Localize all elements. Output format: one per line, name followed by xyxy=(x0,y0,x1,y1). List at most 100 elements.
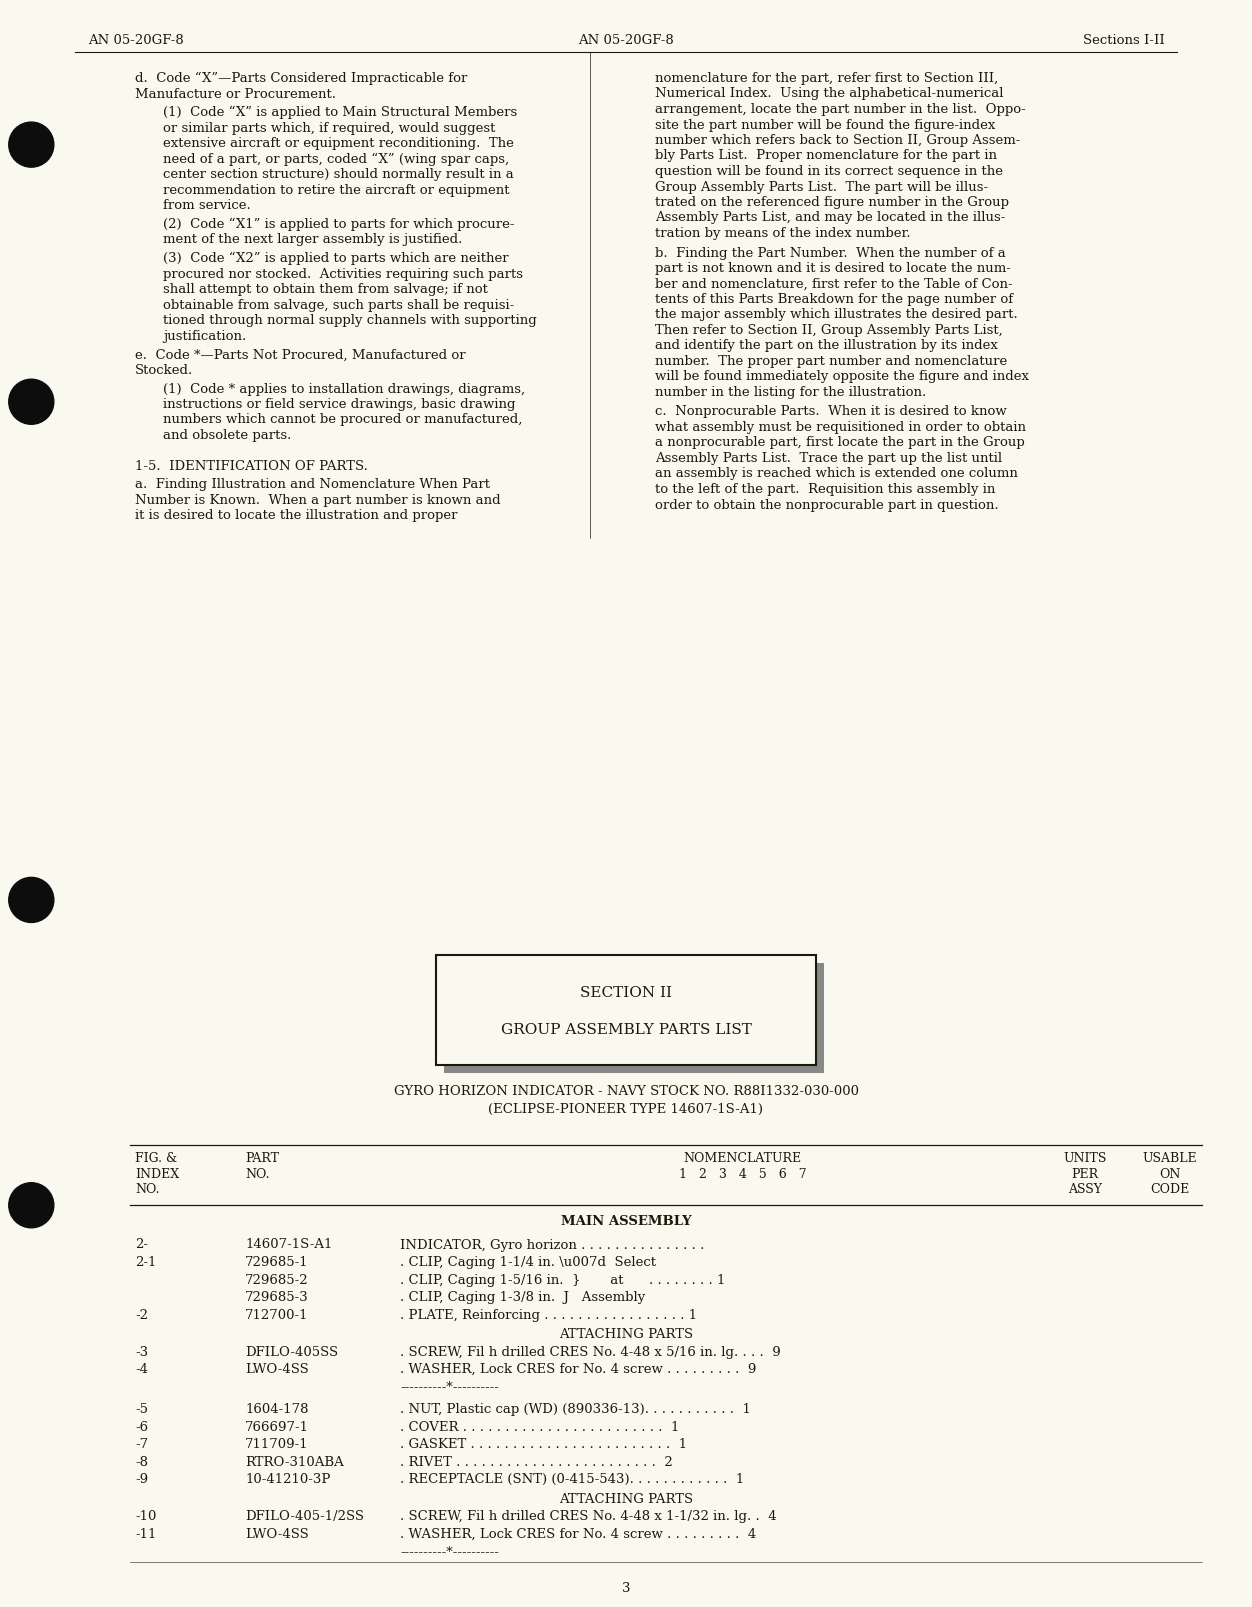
Text: ATTACHING PARTS: ATTACHING PARTS xyxy=(558,1327,694,1340)
Text: . COVER . . . . . . . . . . . . . . . . . . . . . . . .  1: . COVER . . . . . . . . . . . . . . . . … xyxy=(399,1421,680,1433)
Text: ON: ON xyxy=(1159,1168,1181,1181)
Circle shape xyxy=(9,379,54,424)
Text: (1)  Code “X” is applied to Main Structural Members: (1) Code “X” is applied to Main Structur… xyxy=(163,106,517,119)
Text: NO.: NO. xyxy=(245,1168,269,1181)
Text: -11: -11 xyxy=(135,1528,156,1541)
Text: . WASHER, Lock CRES for No. 4 screw . . . . . . . . .  9: . WASHER, Lock CRES for No. 4 screw . . … xyxy=(399,1363,756,1376)
Text: -8: -8 xyxy=(135,1456,148,1469)
Text: . CLIP, Caging 1-3/8 in.  J   Assembly: . CLIP, Caging 1-3/8 in. J Assembly xyxy=(399,1290,645,1303)
Text: numbers which cannot be procured or manufactured,: numbers which cannot be procured or manu… xyxy=(163,413,522,426)
Circle shape xyxy=(9,1183,54,1228)
Text: USABLE: USABLE xyxy=(1143,1152,1197,1165)
Text: tration by means of the index number.: tration by means of the index number. xyxy=(655,227,910,239)
Text: obtainable from salvage, such parts shall be requisi-: obtainable from salvage, such parts shal… xyxy=(163,299,515,312)
Text: . GASKET . . . . . . . . . . . . . . . . . . . . . . . .  1: . GASKET . . . . . . . . . . . . . . . .… xyxy=(399,1438,687,1451)
Text: NO.: NO. xyxy=(135,1183,159,1196)
Text: shall attempt to obtain them from salvage; if not: shall attempt to obtain them from salvag… xyxy=(163,283,488,296)
Text: and obsolete parts.: and obsolete parts. xyxy=(163,429,292,442)
Text: an assembly is reached which is extended one column: an assembly is reached which is extended… xyxy=(655,468,1018,480)
Text: the major assembly which illustrates the desired part.: the major assembly which illustrates the… xyxy=(655,309,1018,321)
Text: arrangement, locate the part number in the list.  Oppo-: arrangement, locate the part number in t… xyxy=(655,103,1025,116)
Text: bly Parts List.  Proper nomenclature for the part in: bly Parts List. Proper nomenclature for … xyxy=(655,149,997,162)
Text: ATTACHING PARTS: ATTACHING PARTS xyxy=(558,1493,694,1506)
Text: 10-41210-3P: 10-41210-3P xyxy=(245,1474,331,1486)
Text: number.  The proper part number and nomenclature: number. The proper part number and nomen… xyxy=(655,355,1008,368)
Bar xyxy=(444,963,824,1073)
Text: (ECLIPSE-PIONEER TYPE 14607-1S-A1): (ECLIPSE-PIONEER TYPE 14607-1S-A1) xyxy=(488,1102,764,1115)
Text: 14607-1S-A1: 14607-1S-A1 xyxy=(245,1239,332,1252)
Text: Number is Known.  When a part number is known and: Number is Known. When a part number is k… xyxy=(135,493,501,506)
Text: order to obtain the nonprocurable part in question.: order to obtain the nonprocurable part i… xyxy=(655,498,999,511)
Text: . NUT, Plastic cap (WD) (890336-13). . . . . . . . . . .  1: . NUT, Plastic cap (WD) (890336-13). . .… xyxy=(399,1403,751,1416)
Text: Assembly Parts List.  Trace the part up the list until: Assembly Parts List. Trace the part up t… xyxy=(655,452,1002,464)
Text: number in the listing for the illustration.: number in the listing for the illustrati… xyxy=(655,386,926,399)
Text: Numerical Index.  Using the alphabetical-numerical: Numerical Index. Using the alphabetical-… xyxy=(655,87,1004,101)
Text: extensive aircraft or equipment reconditioning.  The: extensive aircraft or equipment recondit… xyxy=(163,137,513,149)
Text: -3: -3 xyxy=(135,1345,148,1358)
Text: 729685-1: 729685-1 xyxy=(245,1257,309,1270)
Text: it is desired to locate the illustration and proper: it is desired to locate the illustration… xyxy=(135,509,457,522)
Text: recommendation to retire the aircraft or equipment: recommendation to retire the aircraft or… xyxy=(163,183,510,196)
Text: PART: PART xyxy=(245,1152,279,1165)
Text: a nonprocurable part, first locate the part in the Group: a nonprocurable part, first locate the p… xyxy=(655,437,1024,450)
Text: instructions or field service drawings, basic drawing: instructions or field service drawings, … xyxy=(163,399,516,411)
Text: number which refers back to Section II, Group Assem-: number which refers back to Section II, … xyxy=(655,133,1020,146)
Text: what assembly must be requisitioned in order to obtain: what assembly must be requisitioned in o… xyxy=(655,421,1025,434)
Text: 711709-1: 711709-1 xyxy=(245,1438,309,1451)
Text: DFILO-405-1/2SS: DFILO-405-1/2SS xyxy=(245,1511,364,1523)
Text: a.  Finding Illustration and Nomenclature When Part: a. Finding Illustration and Nomenclature… xyxy=(135,479,490,492)
Text: ber and nomenclature, first refer to the Table of Con-: ber and nomenclature, first refer to the… xyxy=(655,278,1013,291)
Text: . PLATE, Reinforcing . . . . . . . . . . . . . . . . . 1: . PLATE, Reinforcing . . . . . . . . . .… xyxy=(399,1308,697,1321)
Text: d.  Code “X”—Parts Considered Impracticable for: d. Code “X”—Parts Considered Impracticab… xyxy=(135,72,467,85)
Text: ----------*----------: ----------*---------- xyxy=(399,1380,500,1393)
Bar xyxy=(436,955,816,1065)
Text: (1)  Code * applies to installation drawings, diagrams,: (1) Code * applies to installation drawi… xyxy=(163,382,525,395)
Text: Manufacture or Procurement.: Manufacture or Procurement. xyxy=(135,87,336,101)
Text: 729685-3: 729685-3 xyxy=(245,1290,309,1303)
Text: Assembly Parts List, and may be located in the illus-: Assembly Parts List, and may be located … xyxy=(655,212,1005,225)
Text: . CLIP, Caging 1-1/4 in. \u007d  Select: . CLIP, Caging 1-1/4 in. \u007d Select xyxy=(399,1257,656,1270)
Text: or similar parts which, if required, would suggest: or similar parts which, if required, wou… xyxy=(163,122,496,135)
Text: e.  Code *—Parts Not Procured, Manufactured or: e. Code *—Parts Not Procured, Manufactur… xyxy=(135,349,466,362)
Text: nomenclature for the part, refer first to Section III,: nomenclature for the part, refer first t… xyxy=(655,72,998,85)
Text: FIG. &: FIG. & xyxy=(135,1152,177,1165)
Text: Stocked.: Stocked. xyxy=(135,363,193,376)
Text: INDICATOR, Gyro horizon . . . . . . . . . . . . . . .: INDICATOR, Gyro horizon . . . . . . . . … xyxy=(399,1239,705,1252)
Text: MAIN ASSEMBLY: MAIN ASSEMBLY xyxy=(561,1215,691,1228)
Text: 2-: 2- xyxy=(135,1239,148,1252)
Text: 766697-1: 766697-1 xyxy=(245,1421,309,1433)
Text: -2: -2 xyxy=(135,1308,148,1321)
Text: RTRO-310ABA: RTRO-310ABA xyxy=(245,1456,344,1469)
Text: 729685-2: 729685-2 xyxy=(245,1273,309,1287)
Text: ment of the next larger assembly is justified.: ment of the next larger assembly is just… xyxy=(163,233,462,246)
Text: DFILO-405SS: DFILO-405SS xyxy=(245,1345,338,1358)
Text: . RECEPTACLE (SNT) (0-415-543). . . . . . . . . . . .  1: . RECEPTACLE (SNT) (0-415-543). . . . . … xyxy=(399,1474,744,1486)
Text: from service.: from service. xyxy=(163,199,250,212)
Text: -7: -7 xyxy=(135,1438,148,1451)
Text: . SCREW, Fil h drilled CRES No. 4-48 x 1-1/32 in. lg. .  4: . SCREW, Fil h drilled CRES No. 4-48 x 1… xyxy=(399,1511,776,1523)
Text: . RIVET . . . . . . . . . . . . . . . . . . . . . . . .  2: . RIVET . . . . . . . . . . . . . . . . … xyxy=(399,1456,672,1469)
Text: c.  Nonprocurable Parts.  When it is desired to know: c. Nonprocurable Parts. When it is desir… xyxy=(655,405,1007,418)
Text: NOMENCLATURE: NOMENCLATURE xyxy=(684,1152,801,1165)
Text: b.  Finding the Part Number.  When the number of a: b. Finding the Part Number. When the num… xyxy=(655,246,1005,259)
Text: ----------*----------: ----------*---------- xyxy=(399,1544,500,1559)
Text: 1604-178: 1604-178 xyxy=(245,1403,308,1416)
Text: and identify the part on the illustration by its index: and identify the part on the illustratio… xyxy=(655,339,998,352)
Text: 712700-1: 712700-1 xyxy=(245,1308,308,1321)
Text: (3)  Code “X2” is applied to parts which are neither: (3) Code “X2” is applied to parts which … xyxy=(163,252,508,265)
Text: -5: -5 xyxy=(135,1403,148,1416)
Text: to the left of the part.  Requisition this assembly in: to the left of the part. Requisition thi… xyxy=(655,484,995,497)
Text: question will be found in its correct sequence in the: question will be found in its correct se… xyxy=(655,166,1003,178)
Text: LWO-4SS: LWO-4SS xyxy=(245,1363,309,1376)
Text: AN 05-20GF-8: AN 05-20GF-8 xyxy=(88,34,183,47)
Text: GROUP ASSEMBLY PARTS LIST: GROUP ASSEMBLY PARTS LIST xyxy=(501,1024,751,1037)
Text: LWO-4SS: LWO-4SS xyxy=(245,1528,309,1541)
Text: will be found immediately opposite the figure and index: will be found immediately opposite the f… xyxy=(655,371,1029,384)
Text: PER: PER xyxy=(1072,1168,1098,1181)
Text: Sections I-II: Sections I-II xyxy=(1083,34,1164,47)
Text: justification.: justification. xyxy=(163,329,247,342)
Text: Group Assembly Parts List.  The part will be illus-: Group Assembly Parts List. The part will… xyxy=(655,180,988,193)
Text: -9: -9 xyxy=(135,1474,148,1486)
Text: need of a part, or parts, coded “X” (wing spar caps,: need of a part, or parts, coded “X” (win… xyxy=(163,153,510,166)
Text: part is not known and it is desired to locate the num-: part is not known and it is desired to l… xyxy=(655,262,1010,275)
